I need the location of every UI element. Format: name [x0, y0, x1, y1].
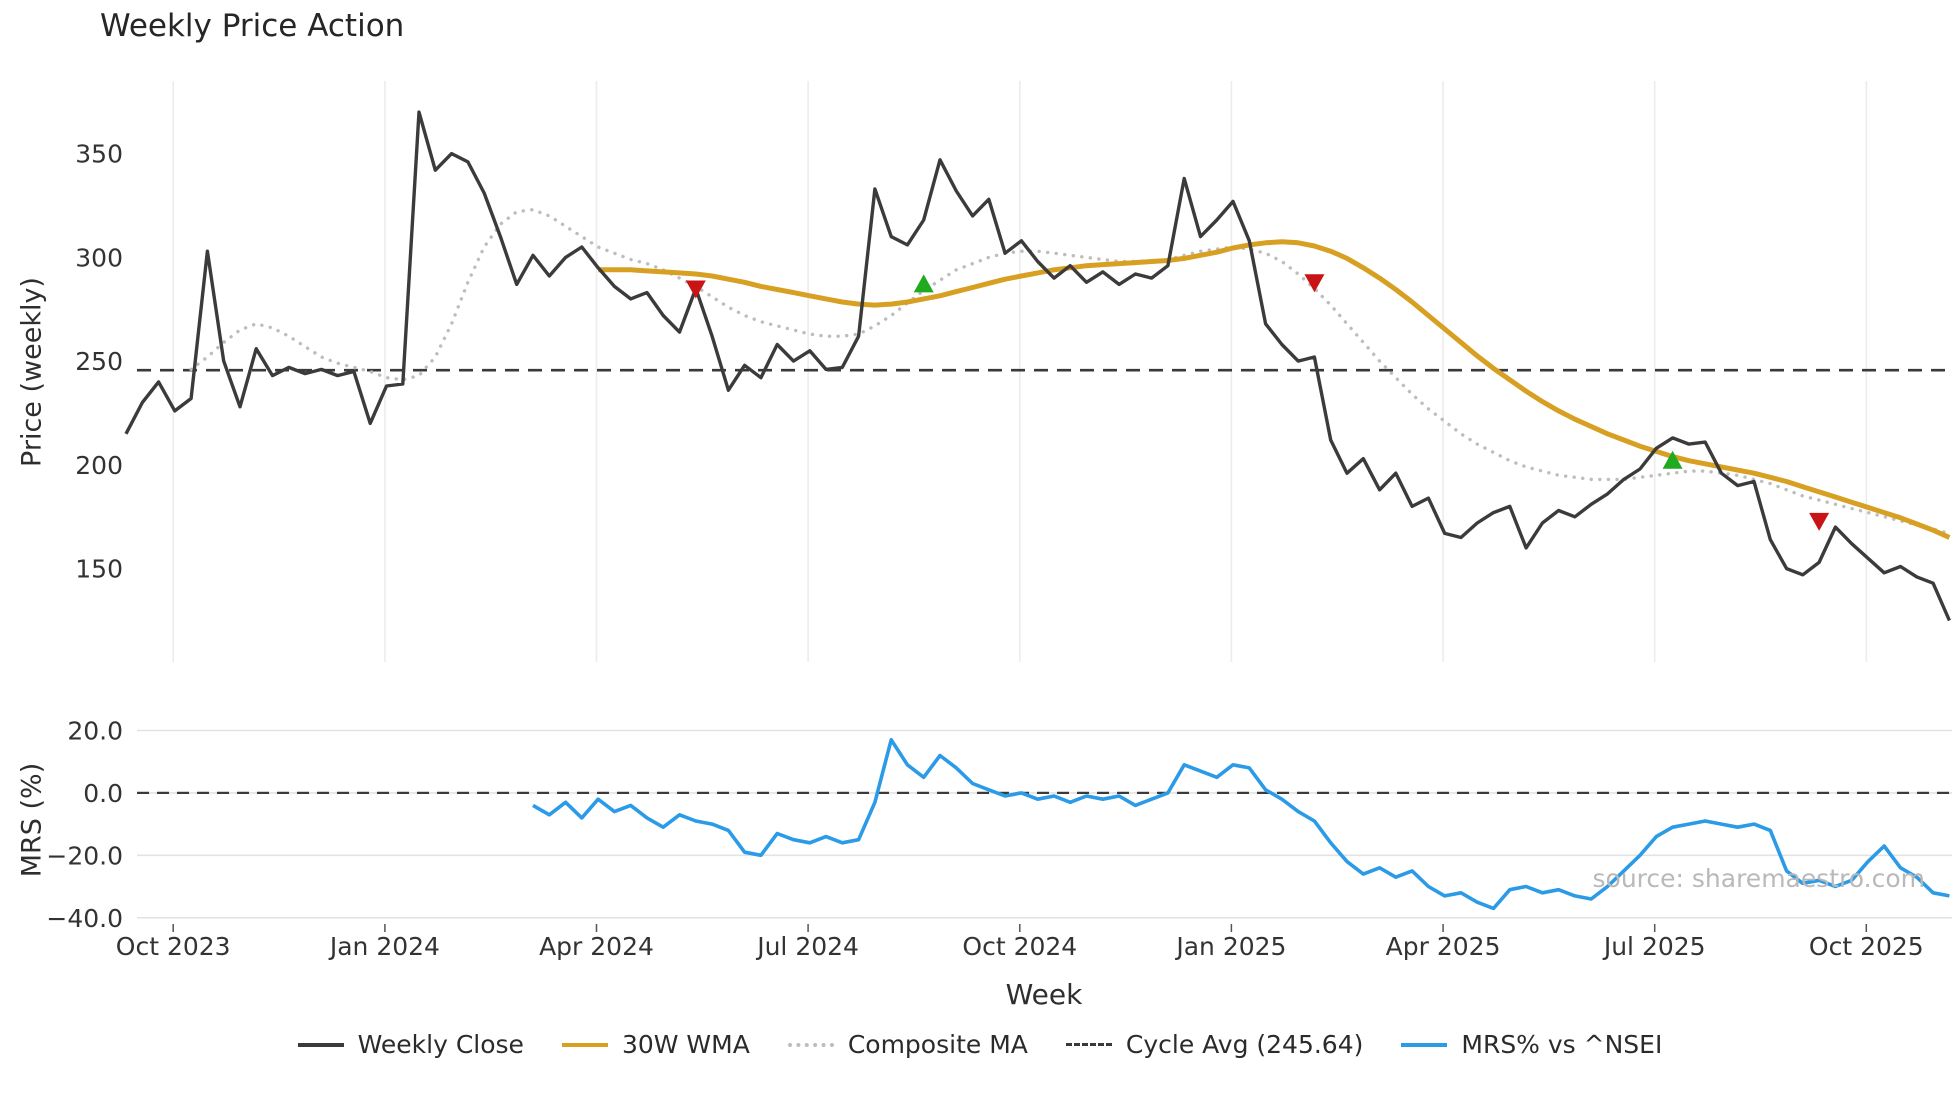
x-tick-label: Oct 2023 [116, 932, 231, 961]
series-mrs-vs-nsei [532, 737, 1950, 911]
legend-label: MRS% vs ^NSEI [1461, 1030, 1663, 1059]
x-tick-label: Jan 2025 [1174, 932, 1286, 961]
price-tick-label: 250 [75, 347, 123, 376]
x-tick-label: Jul 2024 [755, 932, 859, 961]
series-30w-wma [598, 239, 1951, 540]
legend-item-composite-ma: Composite MA [787, 1030, 1028, 1059]
mrs-tick-label: −20.0 [46, 841, 123, 870]
legend-label: Weekly Close [357, 1030, 524, 1059]
mrs-tick-label: −40.0 [46, 904, 123, 933]
dashed-line-sample-icon [1065, 1043, 1112, 1046]
legend-label: Composite MA [847, 1030, 1028, 1059]
sell-signal-icon [685, 280, 706, 299]
mrs-tick-label: 0.0 [83, 779, 123, 808]
week-axis-label: Week [1005, 978, 1083, 1011]
legend: Weekly Close 30W WMA Composite MA Cycle Avg… [0, 1030, 1960, 1059]
sell-signal-icon [1809, 512, 1830, 531]
price-tick-label: 350 [75, 140, 123, 169]
x-tick-label: Jan 2024 [328, 932, 440, 961]
legend-item-30w-wma: 30W WMA [561, 1030, 750, 1059]
x-tick-label: Oct 2024 [962, 932, 1077, 961]
x-tick-label: Oct 2025 [1809, 932, 1924, 961]
watermark: source: sharemaestro.com [1592, 864, 1926, 893]
solid-line-sample-icon [297, 1042, 344, 1047]
price-tick-label: 200 [75, 451, 123, 480]
legend-label: 30W WMA [621, 1030, 750, 1059]
solid-line-sample-icon [561, 1042, 608, 1047]
x-tick-label: Apr 2024 [539, 932, 654, 961]
sell-signal-icon [1304, 274, 1325, 293]
legend-item-cycle-avg-245-64-: Cycle Avg (245.64) [1065, 1030, 1364, 1059]
buy-signal-icon [913, 274, 934, 293]
dotted-line-sample-icon [787, 1042, 834, 1047]
series-weekly-close [124, 110, 1951, 622]
price-tick-label: 150 [75, 555, 123, 584]
buy-signal-icon [1662, 450, 1683, 469]
price-tick-label: 300 [75, 243, 123, 272]
solid-line-sample-icon [1401, 1042, 1448, 1047]
legend-label: Cycle Avg (245.64) [1125, 1030, 1364, 1059]
x-tick-label: Jul 2025 [1602, 932, 1706, 961]
mrs-tick-label: 20.0 [67, 717, 123, 746]
price-axis-label: Price (weekly) [16, 277, 48, 467]
series-composite-ma [189, 207, 1952, 536]
mrs-axis-label: MRS (%) [16, 762, 48, 878]
x-tick-label: Apr 2025 [1386, 932, 1501, 961]
chart-title: Weekly Price Action [100, 8, 405, 44]
legend-item-weekly-close: Weekly Close [297, 1030, 524, 1059]
legend-item-mrs-vs-nsei: MRS% vs ^NSEI [1401, 1030, 1662, 1059]
